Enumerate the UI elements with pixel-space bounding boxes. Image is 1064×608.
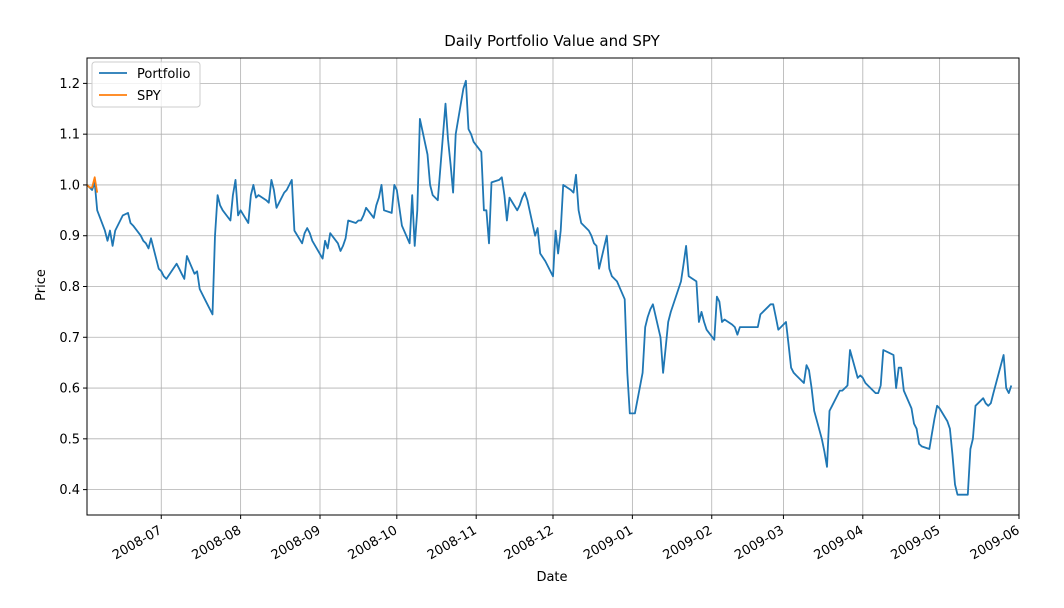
y-axis: 0.4 0.5 0.6 0.7 0.8 0.9 1.0 1.1 1.2 <box>59 77 87 498</box>
series-layer <box>87 79 1013 496</box>
y-tick-label: 1.2 <box>59 77 80 92</box>
y-tick-label: 0.4 <box>59 483 80 498</box>
y-tick-label: 0.5 <box>59 432 80 447</box>
series-line-spy <box>87 176 99 193</box>
y-tick-label: 0.7 <box>59 331 80 346</box>
y-tick-label: 1.0 <box>59 178 80 193</box>
y-axis-label: Price <box>34 269 49 301</box>
y-tick-label: 0.8 <box>59 280 80 295</box>
y-tick-label: 0.6 <box>59 382 80 397</box>
y-tick-label: 0.9 <box>59 229 80 244</box>
series-line-portfolio <box>87 79 1013 496</box>
y-tick-label: 1.1 <box>59 128 80 143</box>
x-axis-label: Date <box>536 570 567 585</box>
grid-lines <box>87 58 1020 515</box>
legend: Portfolio SPY <box>91 61 201 108</box>
legend-label: Portfolio <box>137 67 191 82</box>
legend-label: SPY <box>137 89 161 104</box>
chart-title: Daily Portfolio Value and SPY <box>444 32 660 50</box>
